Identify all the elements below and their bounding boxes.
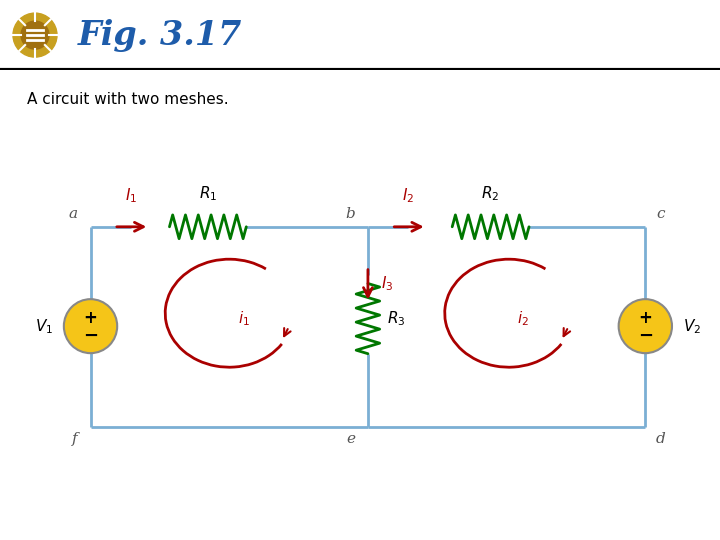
Circle shape: [21, 21, 49, 49]
Text: $R_1$: $R_1$: [199, 184, 217, 203]
Text: +: +: [639, 308, 652, 327]
Text: $R_2$: $R_2$: [482, 184, 500, 203]
Text: −: −: [83, 327, 98, 345]
Text: $I_3$: $I_3$: [381, 275, 393, 293]
Text: $I_1$: $I_1$: [125, 186, 138, 205]
Text: +: +: [84, 308, 97, 327]
Text: Eastern Mediterranean University: Eastern Mediterranean University: [255, 515, 465, 528]
Text: Methods of Analysis: Methods of Analysis: [15, 515, 140, 528]
Text: $V_1$: $V_1$: [35, 317, 53, 335]
Text: 29: 29: [688, 514, 710, 529]
Circle shape: [7, 7, 63, 63]
Text: $i_1$: $i_1$: [238, 309, 250, 328]
Text: e: e: [346, 432, 355, 446]
Text: −: −: [638, 327, 653, 345]
Circle shape: [64, 299, 117, 353]
Text: $i_2$: $i_2$: [517, 309, 529, 328]
Circle shape: [618, 299, 672, 353]
Text: $I_2$: $I_2$: [402, 186, 415, 205]
Circle shape: [13, 13, 57, 57]
Text: f: f: [72, 432, 78, 446]
Text: A circuit with two meshes.: A circuit with two meshes.: [27, 92, 228, 107]
Text: $R_3$: $R_3$: [387, 309, 405, 328]
Text: a: a: [68, 207, 78, 221]
Text: $V_2$: $V_2$: [683, 317, 701, 335]
Text: c: c: [656, 207, 665, 221]
Text: d: d: [656, 432, 666, 446]
Text: Fig. 3.17: Fig. 3.17: [78, 18, 243, 52]
Text: b: b: [346, 207, 355, 221]
